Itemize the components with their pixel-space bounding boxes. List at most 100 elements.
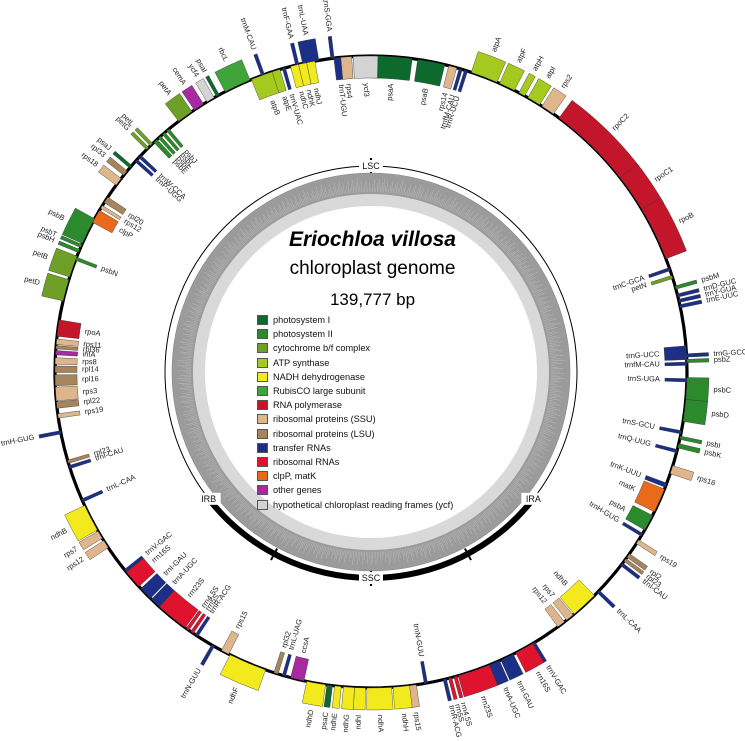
gene-block: [663, 345, 687, 361]
gc-spike: [249, 512, 260, 525]
gc-spike: [482, 512, 493, 525]
gc-spike: [319, 188, 324, 199]
gc-spike: [341, 549, 344, 559]
gc-spike: [195, 442, 206, 447]
gc-spike: [550, 388, 560, 391]
gc-spike: [455, 205, 460, 214]
gene-label: psbZ: [714, 354, 731, 364]
gc-spike: [187, 310, 201, 316]
gene-block: [282, 67, 292, 91]
gc-spike: [274, 527, 282, 539]
gene-block: [353, 687, 366, 711]
gc-spike: [190, 318, 199, 322]
gc-spike: [476, 517, 485, 528]
gene-label: ndhD: [303, 708, 315, 728]
gc-spike: [231, 241, 240, 250]
region-label: LSC: [362, 161, 380, 171]
gene-label: rps15: [412, 711, 423, 731]
gc-spike: [535, 296, 544, 301]
gene-label: ndhJ: [312, 87, 324, 105]
gc-spike: [235, 241, 242, 248]
gene-block: [621, 521, 643, 537]
gc-spike: [354, 186, 356, 193]
gc-spike: [328, 547, 331, 556]
gene-label: cemA: [170, 66, 188, 87]
gc-spike: [220, 477, 226, 482]
gc-spike: [532, 450, 541, 455]
gc-spike: [546, 330, 551, 332]
gc-spike: [210, 463, 217, 467]
gene-label: rrn23S: [185, 576, 206, 599]
gene-block: [55, 338, 79, 347]
gc-spike: [505, 491, 515, 499]
legend-item: hypothetical chloroplast reading frames …: [257, 497, 453, 511]
gc-spike: [225, 258, 230, 262]
gc-spike: [186, 335, 195, 338]
gene-label: rrn5S: [453, 703, 466, 723]
legend-item: ribosomal proteins (SSU): [257, 412, 453, 426]
gc-spike: [451, 204, 455, 212]
gc-spike: [462, 211, 466, 218]
gc-spike: [530, 284, 539, 290]
gc-spike: [548, 344, 556, 346]
gc-spike: [302, 190, 309, 204]
gc-spike: [534, 292, 545, 298]
gc-spike: [389, 184, 391, 194]
gc-spike: [479, 515, 482, 520]
legend-item: ribosomal proteins (LSU): [257, 427, 453, 441]
gc-spike: [445, 535, 448, 541]
gc-spike: [273, 207, 280, 218]
gene-block: [650, 275, 674, 286]
gene-block: [644, 475, 668, 488]
gc-spike: [267, 218, 271, 223]
gc-spike: [298, 201, 301, 207]
legend-label: photosystem I: [273, 315, 331, 326]
gc-spike: [424, 543, 428, 550]
gc-spike: [352, 551, 355, 566]
gc-spike: [477, 516, 484, 524]
gene-block: [623, 558, 645, 575]
gene-block: [205, 75, 220, 97]
gc-spike: [506, 246, 516, 255]
gc-spike: [384, 551, 387, 563]
gc-spike: [468, 217, 472, 222]
gc-spike: [216, 473, 223, 479]
gene-block: [219, 654, 266, 691]
gene-block: [162, 132, 180, 152]
gene-block: [164, 93, 193, 122]
gene-label: trnN-GUU: [178, 667, 202, 700]
gc-spike: [502, 494, 512, 504]
gc-spike: [535, 443, 546, 449]
gc-spike: [426, 543, 431, 556]
gc-spike: [192, 437, 204, 443]
gc-spike: [520, 472, 526, 477]
gc-spike: [351, 550, 353, 559]
gene-block: [552, 597, 574, 621]
gene-block: [140, 573, 167, 599]
legend-label: NADH dehydrogenase: [273, 371, 365, 382]
gc-spike: [336, 189, 339, 196]
gc-spike: [204, 454, 212, 460]
gene-block: [103, 196, 127, 215]
gc-spike: [302, 194, 307, 205]
gc-spike: [490, 506, 499, 516]
legend-label: ATP synthase: [273, 357, 330, 368]
gc-spike: [509, 486, 515, 491]
gc-spike: [464, 206, 473, 219]
gc-spike: [263, 222, 267, 226]
gc-spike: [181, 412, 196, 416]
gc-spike: [406, 548, 410, 559]
gc-spike: [547, 409, 553, 411]
gc-spike: [276, 526, 280, 532]
gene-block: [56, 399, 80, 409]
gc-spike: [210, 265, 222, 273]
gc-spike: [501, 238, 512, 249]
gc-spike: [183, 388, 192, 391]
gc-spike: [227, 487, 234, 493]
gc-spike: [255, 221, 262, 230]
gc-spike: [548, 340, 559, 343]
gc-spike: [272, 524, 276, 530]
gc-spike: [525, 271, 538, 280]
gc-spike: [441, 537, 444, 544]
